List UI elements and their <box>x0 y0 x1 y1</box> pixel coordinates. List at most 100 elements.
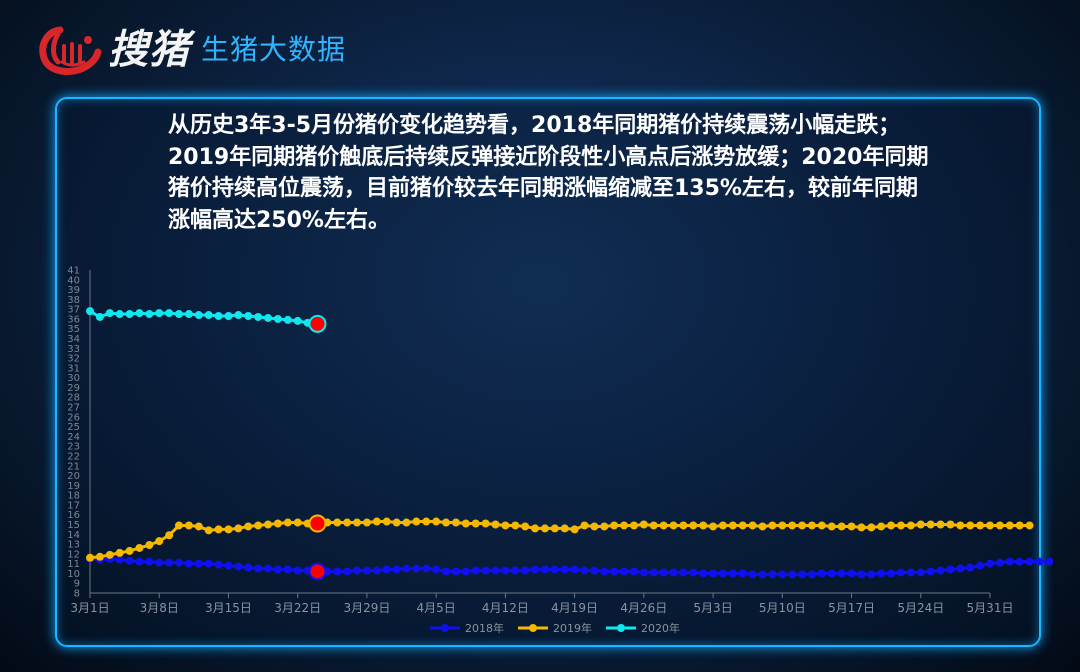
data-point <box>451 518 460 527</box>
data-point <box>946 565 955 574</box>
y-tick-label: 17 <box>67 500 80 511</box>
data-point <box>481 519 490 528</box>
x-tick-label: 4月19日 <box>551 601 598 615</box>
data-point <box>798 521 807 530</box>
y-tick-label: 37 <box>67 305 80 316</box>
data-point <box>649 521 658 530</box>
data-point <box>768 570 777 579</box>
data-point <box>649 568 658 577</box>
data-point <box>204 311 213 320</box>
x-tick-label: 3月8日 <box>140 601 179 615</box>
legend-marker <box>617 624 625 632</box>
data-point <box>659 521 668 530</box>
data-point <box>234 524 243 533</box>
data-point <box>95 312 104 321</box>
highlight-marker <box>308 514 327 533</box>
data-point <box>600 522 609 531</box>
data-point <box>817 569 826 578</box>
brand-subtitle: 生猪大数据 <box>201 33 347 66</box>
y-tick-label: 33 <box>67 344 80 355</box>
data-point <box>629 567 638 576</box>
brand-name: 搜猪 <box>108 26 190 73</box>
data-point <box>293 316 302 325</box>
data-point <box>620 521 629 530</box>
data-point <box>699 569 708 578</box>
data-point <box>283 518 292 527</box>
data-point <box>254 312 263 321</box>
y-tick-label: 32 <box>67 354 80 365</box>
data-point <box>887 521 896 530</box>
data-point <box>175 310 184 319</box>
data-point <box>402 518 411 527</box>
data-point <box>570 565 579 574</box>
data-point <box>491 520 500 529</box>
data-point <box>580 566 589 575</box>
data-point <box>550 524 559 533</box>
data-point <box>194 311 203 320</box>
data-point <box>976 561 985 570</box>
data-point <box>1025 557 1034 566</box>
data-point <box>936 520 945 529</box>
data-point <box>422 517 431 526</box>
data-point <box>145 557 154 566</box>
data-point <box>254 564 263 573</box>
data-point <box>432 517 441 526</box>
data-point <box>718 569 727 578</box>
data-point <box>709 569 718 578</box>
y-tick-label: 40 <box>67 275 80 286</box>
data-point <box>471 519 480 528</box>
data-point <box>273 314 282 323</box>
data-point <box>926 567 935 576</box>
y-tick-label: 11 <box>67 559 80 570</box>
y-tick-label: 12 <box>67 549 80 560</box>
x-tick-label: 3月1日 <box>70 601 109 615</box>
data-point <box>718 521 727 530</box>
data-point <box>817 521 826 530</box>
data-point <box>748 521 757 530</box>
data-point <box>155 309 164 318</box>
data-point <box>461 567 470 576</box>
data-point <box>283 315 292 324</box>
y-tick-label: 23 <box>67 442 80 453</box>
data-point <box>412 564 421 573</box>
data-point <box>778 570 787 579</box>
data-point <box>402 564 411 573</box>
data-point <box>184 521 193 530</box>
data-point <box>669 521 678 530</box>
y-tick-label: 9 <box>74 579 80 590</box>
x-tick-label: 4月5日 <box>417 601 456 615</box>
data-point <box>966 563 975 572</box>
data-point <box>639 568 648 577</box>
data-point <box>798 570 807 579</box>
data-point <box>689 521 698 530</box>
data-point <box>184 310 193 319</box>
data-point <box>847 569 856 578</box>
data-point <box>1005 557 1014 566</box>
legend-label: 2019年 <box>553 621 592 635</box>
data-point <box>372 517 381 526</box>
data-point <box>610 567 619 576</box>
y-tick-label: 19 <box>67 481 80 492</box>
y-tick-label: 25 <box>67 422 80 433</box>
data-point <box>244 522 253 531</box>
data-point <box>204 526 213 535</box>
data-point <box>946 520 955 529</box>
data-point <box>1005 521 1014 530</box>
data-point <box>105 309 114 318</box>
y-tick-label: 24 <box>67 432 80 443</box>
data-point <box>382 517 391 526</box>
data-point <box>788 521 797 530</box>
y-tick-label: 10 <box>67 569 80 580</box>
data-point <box>175 558 184 567</box>
data-point <box>194 522 203 531</box>
data-point <box>115 555 124 564</box>
data-point <box>392 565 401 574</box>
data-point <box>115 548 124 557</box>
chart-series <box>86 307 1054 581</box>
data-point <box>432 565 441 574</box>
data-point <box>264 520 273 529</box>
data-point <box>807 570 816 579</box>
data-point <box>620 567 629 576</box>
data-point <box>807 521 816 530</box>
data-point <box>481 566 490 575</box>
